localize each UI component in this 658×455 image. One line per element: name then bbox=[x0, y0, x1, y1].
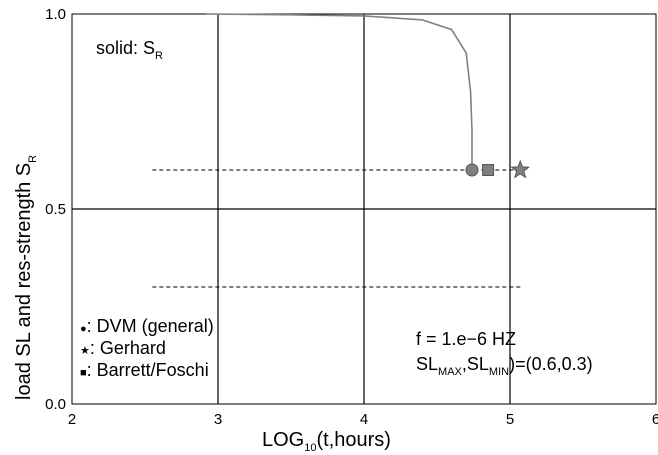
x-tick-label: 3 bbox=[214, 411, 222, 428]
legend-item-dvm: ●: DVM (general) bbox=[80, 316, 214, 336]
marker-square bbox=[483, 165, 494, 176]
x-axis-label: LOG10(t,hours) bbox=[262, 429, 391, 454]
legend-item-barrett-foschi: ■: Barrett/Foschi bbox=[80, 360, 209, 380]
y-tick-label: 0.5 bbox=[45, 201, 66, 218]
x-tick-labels: 2 3 4 5 6 bbox=[68, 411, 658, 428]
marker-circle bbox=[466, 164, 478, 176]
y-tick-label: 0.0 bbox=[45, 396, 66, 413]
y-tick-labels: 0.0 0.5 1.0 bbox=[45, 6, 66, 413]
y-tick-label: 1.0 bbox=[45, 6, 66, 23]
legend-item-gerhard: ★: Gerhard bbox=[80, 338, 166, 358]
frequency-text: f = 1.e−6 HZ bbox=[416, 329, 516, 349]
x-tick-label: 6 bbox=[652, 411, 658, 428]
y-axis-label: load SL and res-strength SR bbox=[13, 155, 39, 400]
x-tick-label: 4 bbox=[360, 411, 368, 428]
x-tick-label: 5 bbox=[506, 411, 514, 428]
x-tick-label: 2 bbox=[68, 411, 76, 428]
